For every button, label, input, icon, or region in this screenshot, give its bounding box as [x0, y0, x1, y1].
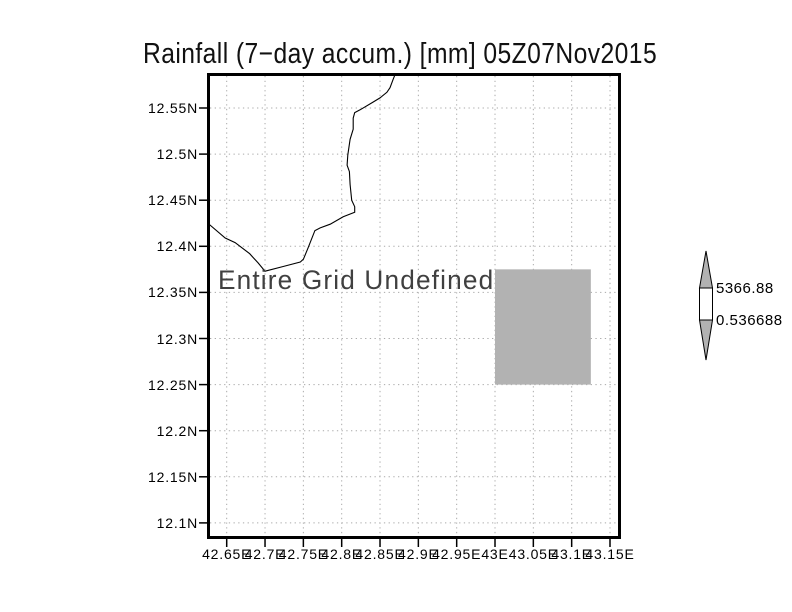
y-tick-label: 12.5N — [156, 146, 198, 163]
plot-border — [207, 73, 621, 539]
x-tick-label: 42.75E — [278, 546, 328, 562]
y-tick-label: 12.15N — [148, 468, 198, 485]
x-tick-label: 42.95E — [432, 546, 482, 562]
y-tick-label: 12.35N — [148, 284, 198, 301]
x-tick-label: 42.85E — [355, 546, 405, 562]
y-tick-label: 12.45N — [148, 192, 198, 209]
y-tick-label: 12.25N — [148, 376, 198, 393]
coastline-path — [209, 74, 396, 272]
x-tick-label: 43E — [481, 546, 509, 562]
y-tick-label: 12.1N — [156, 514, 198, 531]
x-tick-label: 43.05E — [508, 546, 558, 562]
x-tick-label: 42.9E — [398, 546, 439, 562]
undefined-status-text: Entire Grid Undefined — [218, 265, 495, 295]
colorbar-down-arrow — [698, 319, 714, 361]
x-tick-label: 43.15E — [585, 546, 635, 562]
y-tick-label: 12.4N — [156, 238, 198, 255]
x-tick-label: 42.65E — [202, 546, 252, 562]
undefined-region-rect — [495, 269, 591, 385]
x-tick-label: 43.1E — [551, 546, 592, 562]
colorbar-body — [699, 287, 713, 321]
y-tick-label: 12.2N — [156, 422, 198, 439]
colorbar-min-label: 0.536688 — [716, 312, 783, 329]
colorbar-max-label: 5366.88 — [716, 280, 774, 297]
y-tick-label: 12.3N — [156, 330, 198, 347]
x-tick-label: 42.7E — [244, 546, 286, 562]
plot-title: Rainfall (7−day accum.) [mm] 05Z07Nov201… — [143, 38, 658, 70]
x-tick-label: 42.8E — [321, 546, 362, 562]
colorbar-up-arrow — [698, 250, 714, 289]
y-tick-label: 12.55N — [148, 100, 198, 116]
